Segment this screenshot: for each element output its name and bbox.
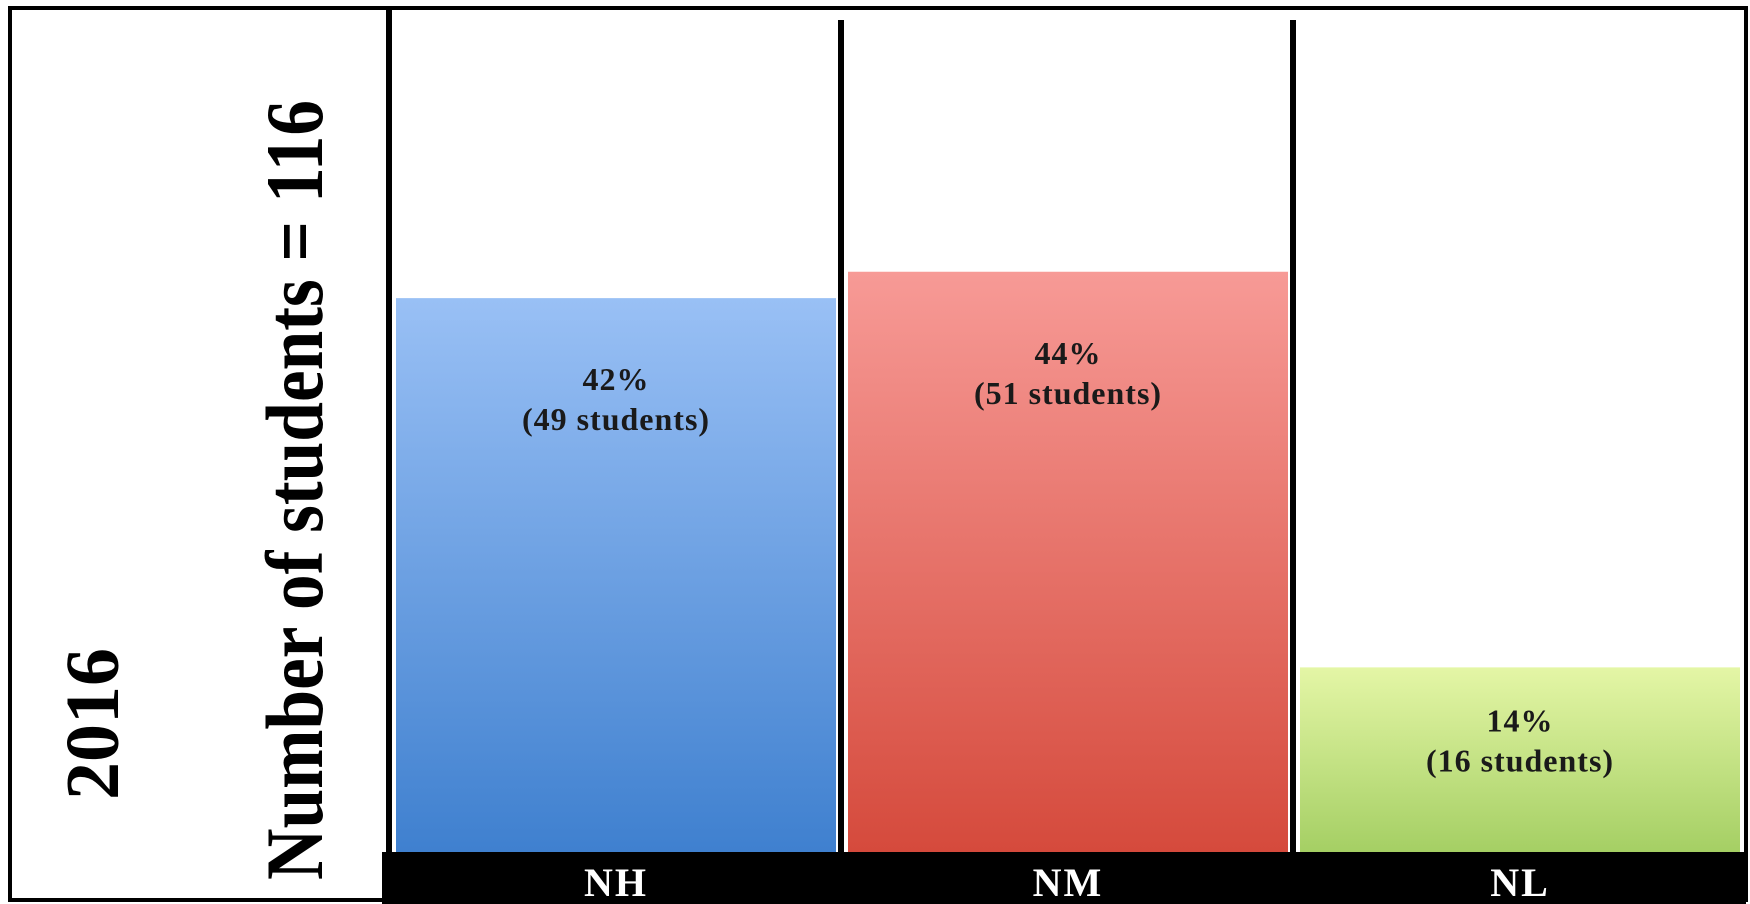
percent-label-nh: 42% <box>583 361 650 397</box>
bar-nm <box>848 271 1288 852</box>
category-strip <box>382 852 1746 904</box>
count-label-nm: (51 students) <box>974 375 1162 411</box>
year-label: 2016 <box>51 648 135 800</box>
bars-layer <box>396 271 1740 852</box>
bar-nl <box>1300 667 1740 852</box>
bar-nh <box>396 298 836 852</box>
category-label-nm: NM <box>1033 860 1104 904</box>
count-label-nl: (16 students) <box>1426 742 1614 778</box>
percent-label-nm: 44% <box>1035 335 1102 371</box>
category-labels: NH NM NL <box>584 860 1550 904</box>
category-label-nh: NH <box>584 860 648 904</box>
category-label-nl: NL <box>1490 860 1550 904</box>
labels-layer: 42% (49 students) 44% (51 students) 14% (16 s… <box>522 335 1614 779</box>
percent-label-nl: 14% <box>1487 702 1554 738</box>
y-axis-label: Number of students = 116 <box>249 100 340 880</box>
count-label-nh: (49 students) <box>522 401 710 437</box>
dividers-layer <box>386 8 1296 852</box>
